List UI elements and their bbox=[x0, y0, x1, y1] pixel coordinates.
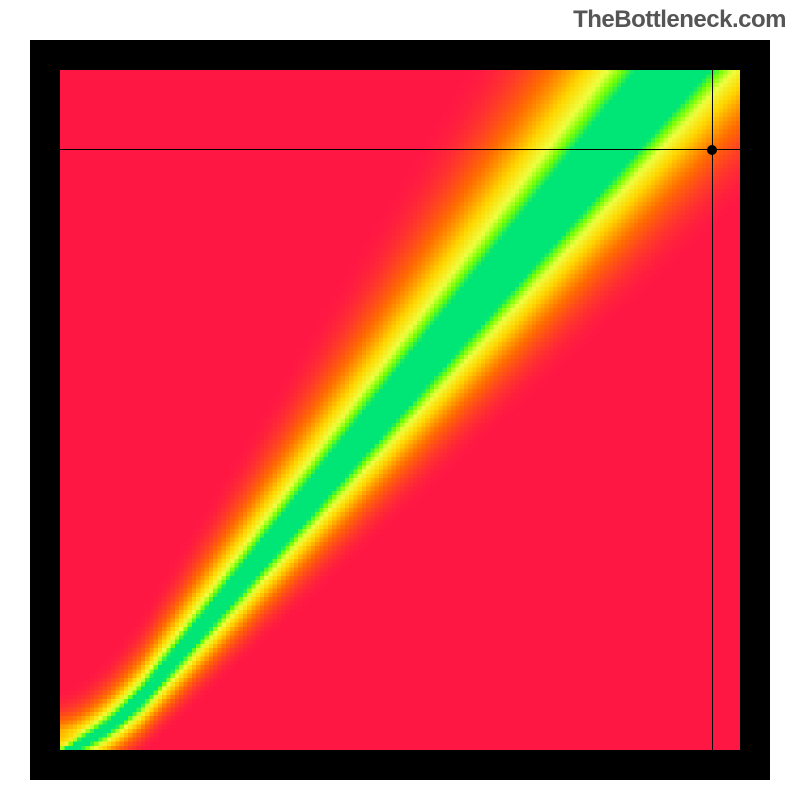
crosshair-vertical bbox=[712, 70, 713, 750]
chart-container: TheBottleneck.com bbox=[0, 0, 800, 800]
watermark-text: TheBottleneck.com bbox=[573, 6, 786, 34]
crosshair-horizontal bbox=[60, 149, 740, 150]
heatmap-canvas bbox=[60, 70, 740, 750]
crosshair-marker bbox=[707, 145, 717, 155]
plot-area bbox=[30, 40, 770, 780]
